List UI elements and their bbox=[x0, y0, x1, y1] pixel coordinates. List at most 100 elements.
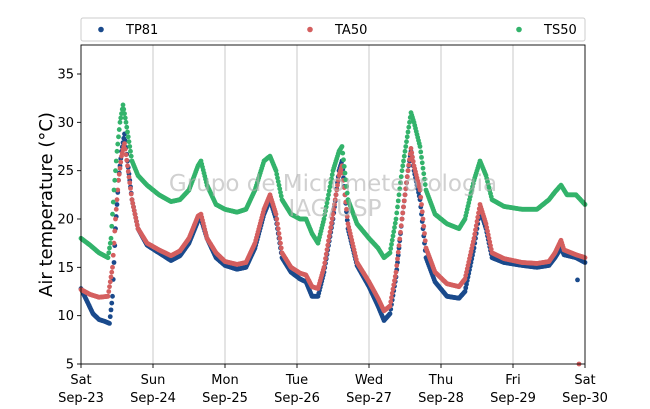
data-point bbox=[110, 293, 115, 299]
data-point bbox=[396, 243, 402, 248]
data-point bbox=[116, 134, 121, 140]
data-point bbox=[128, 153, 134, 159]
data-point bbox=[278, 190, 283, 195]
data-point bbox=[405, 129, 411, 135]
data-point bbox=[397, 236, 403, 242]
data-point bbox=[125, 134, 131, 140]
data-point bbox=[406, 124, 412, 130]
data-point bbox=[387, 311, 393, 317]
data-point bbox=[133, 215, 139, 221]
data-point bbox=[118, 115, 124, 121]
data-point bbox=[389, 237, 395, 243]
data-point bbox=[476, 210, 481, 216]
data-point bbox=[398, 223, 404, 229]
data-point bbox=[122, 141, 127, 147]
data-point bbox=[112, 177, 118, 183]
data-point bbox=[130, 200, 136, 206]
data-point bbox=[344, 183, 349, 189]
data-point bbox=[395, 198, 401, 204]
data-point bbox=[122, 111, 127, 117]
data-point bbox=[111, 260, 117, 265]
data-point bbox=[134, 222, 140, 228]
watermark-line-1: Grupo de Micrometeorologia bbox=[169, 171, 497, 197]
x-tick-label-weekday: Sat bbox=[70, 373, 91, 388]
data-point bbox=[125, 129, 130, 135]
data-point bbox=[322, 260, 328, 266]
data-point bbox=[328, 180, 334, 186]
data-point bbox=[392, 278, 397, 284]
data-point bbox=[471, 235, 477, 241]
data-point bbox=[422, 231, 427, 236]
data-point bbox=[273, 168, 279, 174]
data-point bbox=[395, 204, 400, 210]
data-point bbox=[484, 225, 490, 230]
data-point bbox=[125, 163, 130, 169]
data-point bbox=[464, 281, 469, 287]
data-point bbox=[107, 284, 112, 290]
data-point bbox=[124, 157, 130, 163]
x-tick-label-date: Sep-27 bbox=[346, 391, 392, 406]
data-point bbox=[277, 235, 283, 241]
data-point bbox=[398, 229, 403, 235]
data-point bbox=[327, 184, 333, 190]
data-point bbox=[329, 216, 335, 222]
data-point bbox=[325, 196, 331, 202]
data-point bbox=[402, 148, 408, 154]
data-point bbox=[487, 239, 493, 245]
data-point bbox=[107, 321, 112, 326]
data-point bbox=[110, 211, 115, 217]
data-point bbox=[107, 314, 113, 320]
data-point bbox=[402, 192, 408, 198]
data-point bbox=[124, 124, 130, 130]
data-point bbox=[474, 219, 480, 224]
data-point bbox=[404, 139, 409, 145]
data-point bbox=[335, 177, 341, 183]
data-point bbox=[120, 102, 126, 108]
data-point bbox=[339, 144, 345, 149]
data-point bbox=[109, 300, 115, 306]
y-tick-label: 15 bbox=[57, 261, 74, 276]
data-point bbox=[399, 216, 405, 222]
data-point bbox=[121, 106, 127, 112]
data-point bbox=[404, 134, 410, 140]
data-point bbox=[418, 194, 424, 200]
data-point bbox=[344, 190, 350, 196]
x-tick-label-date: Sep-29 bbox=[490, 391, 536, 406]
data-point bbox=[388, 299, 394, 305]
data-point bbox=[393, 269, 399, 275]
data-point bbox=[108, 307, 114, 313]
data-point bbox=[332, 197, 338, 203]
data-point bbox=[406, 162, 412, 168]
legend-label-tp81: TP81 bbox=[125, 23, 158, 38]
data-point bbox=[131, 204, 136, 210]
data-point bbox=[390, 286, 396, 292]
data-point bbox=[485, 228, 490, 234]
x-tick-label-date: Sep-28 bbox=[418, 391, 464, 406]
data-point bbox=[275, 179, 281, 184]
data-point bbox=[323, 204, 329, 210]
data-point bbox=[115, 187, 121, 193]
data-point bbox=[396, 192, 402, 198]
data-point bbox=[323, 251, 329, 257]
data-point bbox=[403, 144, 409, 149]
data-point bbox=[129, 197, 135, 203]
data-point bbox=[116, 177, 121, 183]
data-point bbox=[401, 204, 406, 210]
y-axis-label: Air temperature (°C) bbox=[36, 112, 57, 297]
vertical-grid bbox=[152, 45, 514, 364]
legend: TP81 TA50 TS50 bbox=[80, 17, 586, 42]
data-point bbox=[113, 216, 118, 222]
legend-label-ta50: TA50 bbox=[334, 23, 367, 38]
data-point bbox=[392, 220, 398, 226]
data-point bbox=[117, 165, 123, 171]
data-point bbox=[128, 148, 133, 154]
x-tick-label-date: Sep-23 bbox=[58, 391, 104, 406]
data-point bbox=[276, 231, 282, 236]
data-point bbox=[128, 185, 133, 191]
data-point bbox=[400, 163, 406, 169]
data-point bbox=[417, 144, 423, 149]
data-point bbox=[114, 197, 120, 203]
data-point bbox=[419, 154, 424, 160]
data-point bbox=[323, 256, 328, 261]
